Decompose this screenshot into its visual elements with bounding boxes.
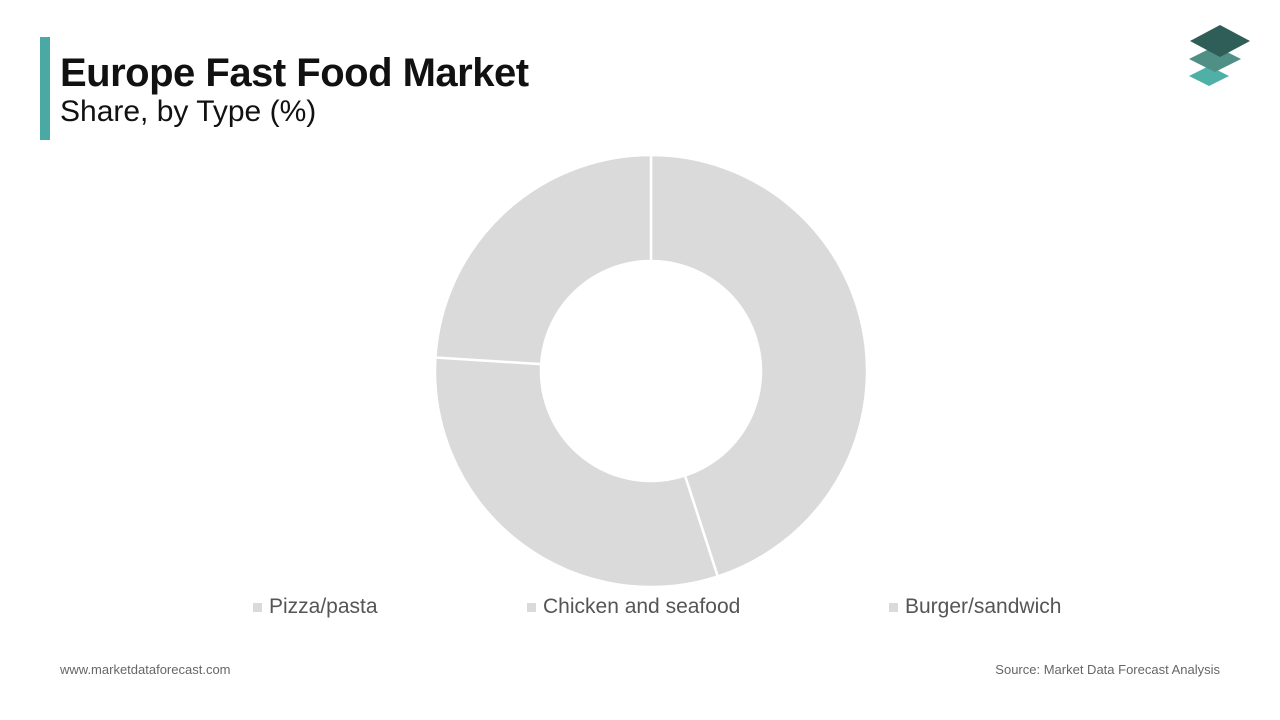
- logo-layer-top: [1190, 25, 1250, 57]
- legend-item: Pizza/pasta: [253, 590, 378, 624]
- donut-chart: [433, 153, 869, 589]
- logo-layer-bottom: [1189, 66, 1229, 86]
- legend-swatch: [253, 602, 262, 612]
- legend-item: Burger/sandwich: [889, 590, 1061, 624]
- chart-title: Europe Fast Food Market: [60, 51, 529, 95]
- legend-label: Chicken and seafood: [543, 595, 741, 618]
- legend-swatch: [889, 602, 898, 612]
- website-url: www.marketdataforecast.com: [60, 662, 231, 677]
- chart-subtitle: Share, by Type (%): [60, 95, 317, 128]
- legend-label: Burger/sandwich: [905, 595, 1062, 618]
- legend-swatch: [527, 602, 536, 612]
- title-accent-bar: [40, 37, 50, 140]
- chart-legend: Pizza/pasta Chicken and seafood Burger/san…: [0, 590, 1280, 624]
- donut-slice-chicken-and-seafood: [433, 356, 720, 589]
- donut-slice-burger-sandwich: [434, 153, 653, 366]
- source-note: Source: Market Data Forecast Analysis: [995, 662, 1220, 677]
- legend-item: Chicken and seafood: [527, 590, 740, 624]
- legend-label: Pizza/pasta: [269, 595, 378, 618]
- stacked-layers-logo-icon: [1189, 25, 1250, 86]
- donut-slice-pizza-pasta: [649, 153, 869, 579]
